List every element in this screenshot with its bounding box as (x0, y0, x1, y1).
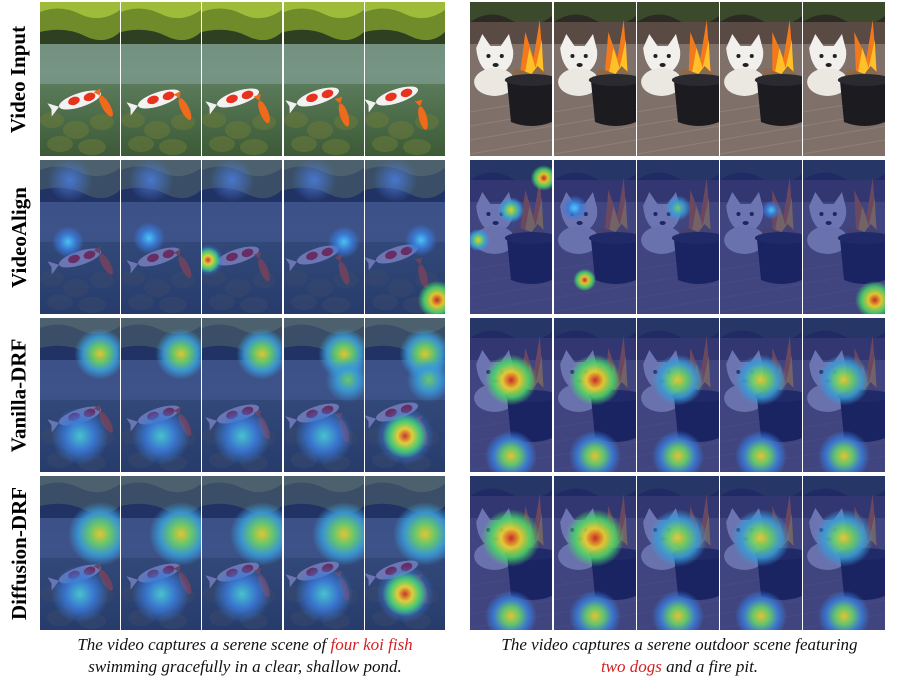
frame-dog-vanilla-5 (803, 318, 885, 472)
frame-dog-videoalign-2 (554, 160, 636, 314)
frame-koi-input-3 (202, 2, 282, 156)
frame-dog-vanilla-1 (470, 318, 552, 472)
frame-koi-vanilla-4 (284, 318, 364, 472)
frame-koi-videoalign-1 (40, 160, 120, 314)
frame-dog-videoalign-1 (470, 160, 552, 314)
frame-koi-videoalign-4 (284, 160, 364, 314)
frame-dog-videoalign-5 (803, 160, 885, 314)
frame-koi-diffusion-1 (40, 476, 120, 630)
frame-dog-input-5 (803, 2, 885, 156)
frame-koi-input-5 (365, 2, 445, 156)
label-diffusion-drf: Diffusion-DRF (6, 486, 31, 620)
frame-dog-diffusion-4 (720, 476, 802, 630)
frame-dog-input-3 (637, 2, 719, 156)
frame-koi-input-2 (121, 2, 201, 156)
frame-koi-videoalign-5 (365, 160, 445, 314)
caption-dog-line2: two dogs and a fire pit. (600, 657, 759, 676)
frame-dog-input-2 (554, 2, 636, 156)
frame-dog-vanilla-2 (554, 318, 636, 472)
frame-dog-diffusion-2 (554, 476, 636, 630)
frame-dog-input-4 (720, 2, 802, 156)
caption-koi-line2: swimming gracefully in a clear, shallow … (88, 657, 402, 676)
frame-dog-videoalign-4 (720, 160, 802, 314)
label-video-input: Video Input (6, 25, 31, 133)
frame-koi-videoalign-3 (202, 160, 282, 314)
caption-dog-line1: The video captures a serene outdoor scen… (501, 635, 858, 654)
frame-koi-diffusion-4 (284, 476, 364, 630)
label-videoalign: VideoAlign (6, 186, 31, 288)
frame-dog-diffusion-5 (803, 476, 885, 630)
frame-koi-vanilla-1 (40, 318, 120, 472)
frame-koi-input-1 (40, 2, 120, 156)
caption-koi-line1: The video captures a serene scene of fou… (77, 635, 413, 654)
caption-dog: The video captures a serene outdoor scen… (462, 634, 897, 678)
frame-dog-videoalign-3 (637, 160, 719, 314)
frame-koi-videoalign-2 (121, 160, 201, 314)
frame-koi-vanilla-2 (121, 318, 201, 472)
label-vanilla-drf: Vanilla-DRF (6, 338, 31, 452)
frame-dog-diffusion-1 (470, 476, 552, 630)
frame-dog-diffusion-3 (637, 476, 719, 630)
frame-dog-vanilla-3 (637, 318, 719, 472)
frame-koi-diffusion-5 (365, 476, 445, 630)
frame-dog-vanilla-4 (720, 318, 802, 472)
caption-koi: The video captures a serene scene of fou… (40, 634, 450, 678)
caption-dog-highlight: two dogs (600, 657, 662, 676)
frame-koi-vanilla-5 (365, 318, 445, 472)
frame-dog-input-1 (470, 2, 552, 156)
frame-koi-vanilla-3 (202, 318, 282, 472)
caption-koi-highlight: four koi fish (330, 635, 413, 654)
frame-koi-input-4 (284, 2, 364, 156)
frame-koi-diffusion-3 (202, 476, 282, 630)
frame-koi-diffusion-2 (121, 476, 201, 630)
